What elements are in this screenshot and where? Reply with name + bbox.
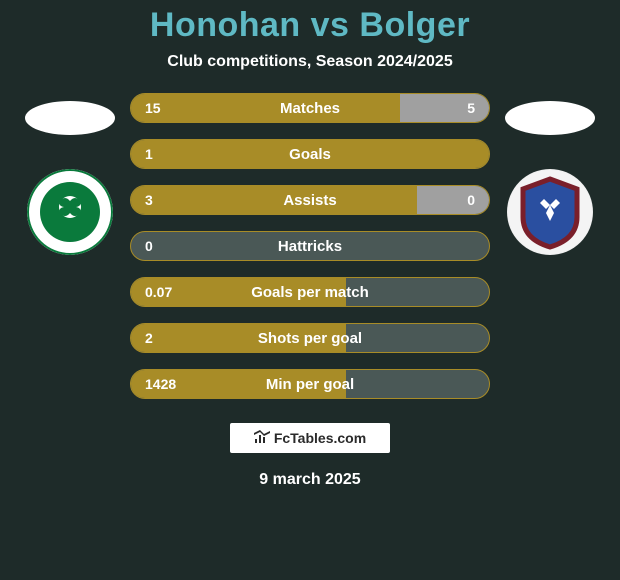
footer-logo-text: FcTables.com: [274, 430, 366, 446]
stat-label: Goals per match: [131, 284, 489, 301]
stat-label: Min per goal: [131, 376, 489, 393]
page: Honohan vs Bolger Club competitions, Sea…: [0, 0, 620, 580]
left-player-placeholder: [25, 101, 115, 135]
stat-label: Hattricks: [131, 238, 489, 255]
stat-row: 30Assists: [130, 185, 490, 215]
chart-icon: [254, 430, 270, 447]
left-club-badge: [27, 169, 113, 255]
stat-row: 2Shots per goal: [130, 323, 490, 353]
left-side: [10, 93, 130, 255]
stat-row: 1428Min per goal: [130, 369, 490, 399]
stat-row: 0Hattricks: [130, 231, 490, 261]
content-row: 155Matches 1Goals 30Assists 0Hattricks 0.07G…: [0, 93, 620, 399]
stat-label: Shots per goal: [131, 330, 489, 347]
right-player-placeholder: [505, 101, 595, 135]
stat-row: 0.07Goals per match: [130, 277, 490, 307]
right-side: [490, 93, 610, 255]
drogheda-badge-icon: [507, 169, 593, 255]
stats-column: 155Matches 1Goals 30Assists 0Hattricks 0.07G…: [130, 93, 490, 399]
stat-label: Assists: [131, 192, 489, 209]
page-title: Honohan vs Bolger: [150, 6, 470, 45]
page-subtitle: Club competitions, Season 2024/2025: [167, 53, 452, 71]
footer-logo[interactable]: FcTables.com: [230, 423, 390, 453]
stat-label: Goals: [131, 146, 489, 163]
stat-label: Matches: [131, 100, 489, 117]
stat-row: 155Matches: [130, 93, 490, 123]
stat-row: 1Goals: [130, 139, 490, 169]
right-club-badge: [507, 169, 593, 255]
footer-date: 9 march 2025: [259, 471, 360, 489]
shamrock-badge-icon: [27, 169, 113, 255]
